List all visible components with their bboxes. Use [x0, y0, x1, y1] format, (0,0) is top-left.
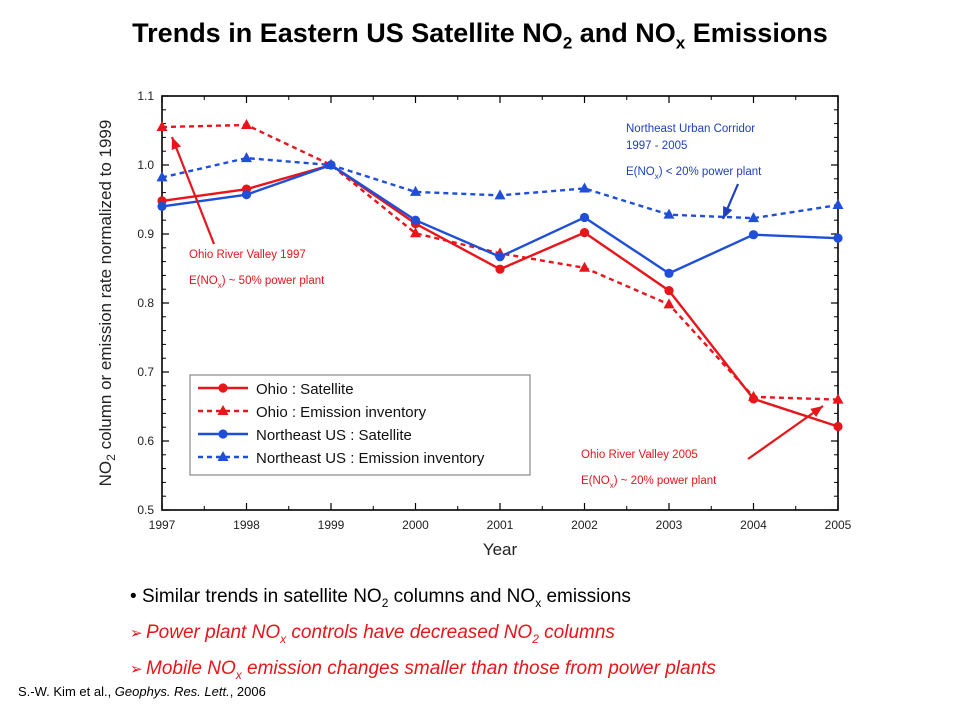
data-point — [156, 171, 168, 182]
data-point — [579, 261, 590, 272]
annotation-arrow — [170, 136, 216, 245]
data-point — [748, 390, 759, 401]
data-point — [579, 228, 590, 238]
legend-label: Northeast US : Emission inventory — [256, 450, 485, 467]
legend-label: Ohio : Satellite — [256, 381, 354, 398]
data-point — [325, 159, 337, 169]
data-point — [241, 118, 252, 129]
arrow-bullet-icon: ➢ — [130, 624, 143, 642]
arrow-head-icon — [810, 406, 823, 418]
arrow-head-icon — [171, 137, 182, 150]
data-point — [494, 189, 506, 200]
bullet-item: ➢ Power plant NOx controls have decreased… — [130, 618, 910, 654]
data-point — [833, 421, 843, 432]
bullet-subscript: x — [235, 667, 242, 682]
annotation-arrow — [747, 405, 824, 460]
title-text: Trends in Eastern US Satellite NO — [132, 18, 563, 48]
bullet-subscript: 2 — [381, 595, 389, 610]
x-tick-label: 2005 — [825, 518, 852, 532]
slide-title: Trends in Eastern US Satellite NO2 and N… — [0, 18, 960, 53]
title-subscript: x — [675, 33, 686, 53]
arrow-head-icon — [723, 206, 733, 219]
x-tick-label: 2001 — [487, 518, 514, 532]
x-tick-label: 1999 — [318, 518, 345, 532]
bullet-text: emissions — [541, 586, 631, 607]
annotation-text: E(NOx) ~ 20% power plant — [581, 475, 717, 490]
y-tick-label: 0.9 — [137, 227, 154, 241]
data-point — [664, 285, 674, 296]
data-point — [410, 215, 421, 225]
legend-label: Northeast US : Satellite — [256, 427, 412, 444]
bullet-text: Mobile NO — [146, 657, 236, 679]
data-point — [748, 230, 759, 240]
x-tick-label: 2004 — [740, 518, 767, 532]
citation-authors: S.-W. Kim et al., — [18, 684, 115, 699]
bullet-text: Similar trends in satellite NO — [142, 586, 382, 607]
annotation-text: Northeast Urban Corridor — [626, 123, 755, 135]
bullet-subscript: x — [280, 631, 287, 646]
legend-marker — [218, 429, 228, 439]
data-point — [495, 252, 505, 262]
data-point — [664, 268, 674, 278]
citation: S.-W. Kim et al., Geophys. Res. Lett., 2… — [18, 684, 266, 699]
arrow-bullet-icon: ➢ — [130, 660, 143, 678]
bullet-item: • Similar trends in satellite NO2 columns… — [130, 582, 910, 618]
annotation-text: Ohio River Valley 2005 — [581, 449, 698, 461]
bullet-subscript: 2 — [532, 631, 539, 646]
data-point — [579, 212, 590, 223]
legend-marker — [217, 405, 229, 415]
citation-journal: Geophys. Res. Lett. — [114, 684, 230, 699]
data-point — [579, 182, 590, 193]
bullet-text: controls have decreased NO — [286, 621, 533, 643]
data-point — [832, 199, 844, 210]
annotation-text: Ohio River Valley 1997 — [189, 249, 306, 261]
x-axis-label: Year — [483, 540, 518, 559]
annotation-text: E(NOx) < 20% power plant — [626, 166, 762, 181]
x-tick-label: 2000 — [402, 518, 429, 532]
y-tick-label: 0.6 — [137, 434, 154, 448]
data-point — [832, 393, 844, 404]
annotation-text: 1997 - 2005 — [626, 140, 687, 152]
data-point — [241, 152, 252, 163]
y-tick-label: 0.8 — [137, 296, 154, 310]
legend-marker — [217, 451, 229, 461]
x-tick-label: 1998 — [233, 518, 260, 532]
title-text: Emissions — [685, 18, 828, 48]
data-point — [410, 185, 421, 196]
x-tick-label: 2002 — [571, 518, 598, 532]
x-tick-label: 2003 — [656, 518, 683, 532]
citation-year: , 2006 — [229, 684, 266, 699]
y-axis-label: NO2 column or emission rate normalized t… — [96, 120, 118, 487]
bullet-dot-icon: • — [130, 586, 137, 607]
bullet-list: • Similar trends in satellite NO2 columns… — [130, 582, 910, 689]
legend-marker — [218, 383, 228, 393]
data-point — [241, 190, 252, 200]
bullet-text: columns — [538, 621, 615, 643]
data-point — [157, 201, 167, 211]
annotation-text: E(NOx) ~ 50% power plant — [189, 275, 325, 290]
bullet-subscript: x — [535, 595, 542, 610]
bullet-text: Power plant NO — [146, 621, 281, 643]
legend-label: Ohio : Emission inventory — [256, 404, 427, 421]
y-tick-label: 1.1 — [137, 89, 154, 103]
bullet-text: emission changes smaller than those from… — [241, 657, 716, 679]
data-point — [410, 227, 421, 238]
data-point — [663, 298, 675, 309]
title-text: and NO — [572, 18, 676, 48]
title-subscript: 2 — [562, 33, 573, 53]
x-tick-label: 1997 — [149, 518, 176, 532]
data-point — [833, 233, 843, 243]
bullet-item: ➢ Mobile NOx emission changes smaller tha… — [130, 654, 910, 690]
y-tick-label: 1.0 — [137, 158, 154, 172]
y-tick-label: 0.7 — [137, 365, 154, 379]
data-point — [495, 264, 505, 274]
bullet-text: columns and NO — [388, 586, 536, 607]
data-point — [663, 208, 675, 219]
y-tick-label: 0.5 — [137, 503, 154, 517]
legend-box — [189, 374, 531, 476]
data-point — [748, 212, 759, 223]
line-chart: 0.5 0.6 0.7 0.8 0.9 1.0 1.1 1997 1998 1999 2000 200… — [96, 89, 852, 559]
data-point — [156, 121, 168, 132]
